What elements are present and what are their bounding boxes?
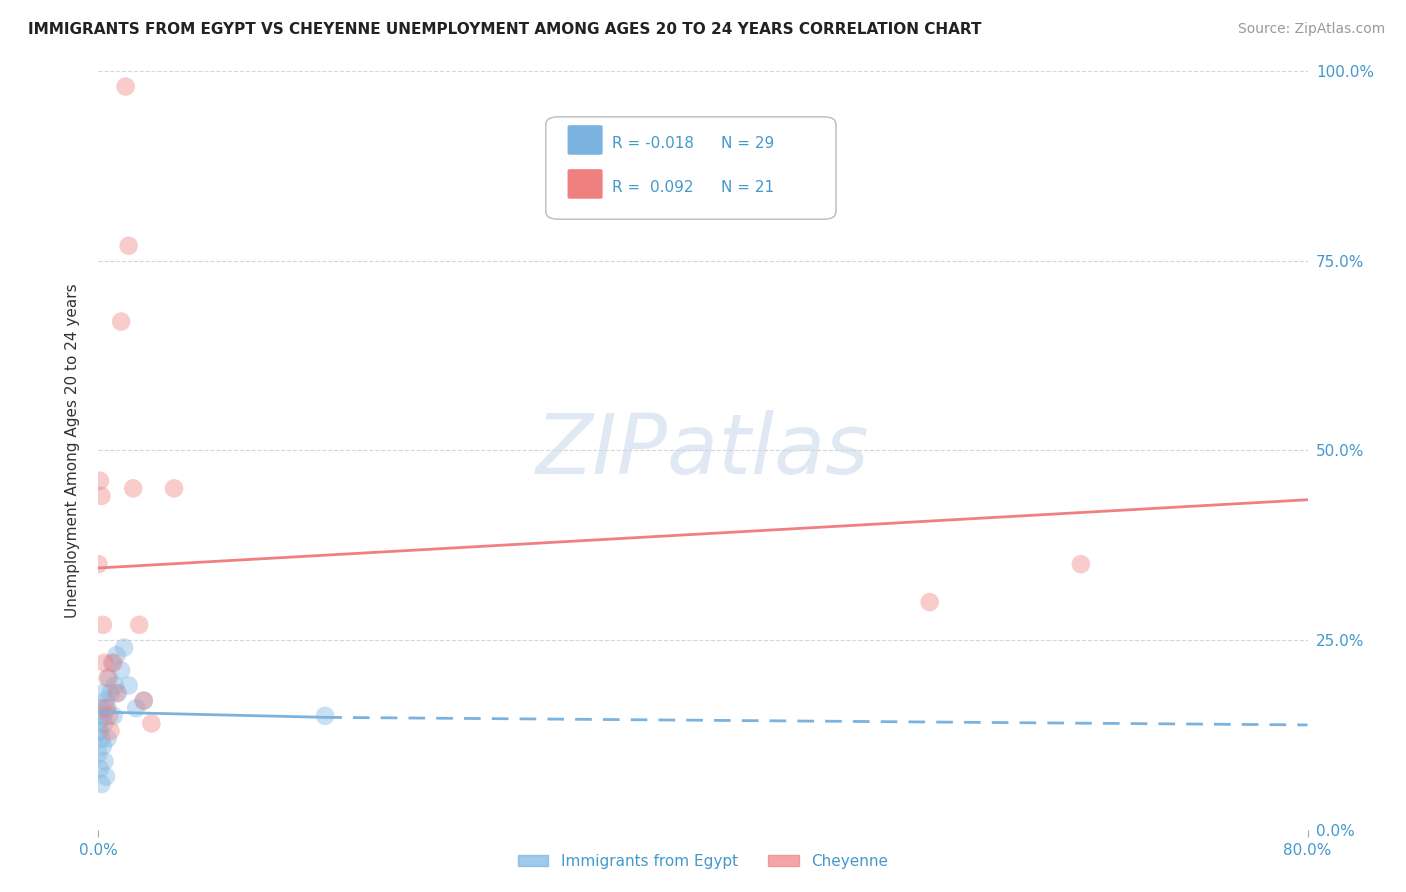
Point: [314, 708, 336, 723]
Point: [94, 769, 117, 784]
FancyBboxPatch shape: [568, 169, 603, 199]
Point: [103, 656, 125, 670]
Point: [89, 724, 111, 739]
Point: [122, 482, 145, 496]
Point: [90, 701, 112, 715]
Point: [107, 686, 129, 700]
Point: [91, 686, 114, 700]
Point: [118, 678, 141, 692]
Point: [118, 238, 141, 253]
Text: ZIPatlas: ZIPatlas: [536, 410, 870, 491]
Point: [90, 489, 112, 503]
Point: [103, 708, 125, 723]
FancyBboxPatch shape: [568, 125, 603, 155]
Point: [132, 694, 155, 708]
Point: [94, 701, 117, 715]
Point: [91, 739, 114, 753]
Point: [132, 694, 155, 708]
Text: IMMIGRANTS FROM EGYPT VS CHEYENNE UNEMPLOYMENT AMONG AGES 20 TO 24 YEARS CORRELA: IMMIGRANTS FROM EGYPT VS CHEYENNE UNEMPL…: [28, 22, 981, 37]
Point: [87, 716, 110, 731]
Point: [96, 701, 118, 715]
Point: [918, 595, 941, 609]
FancyBboxPatch shape: [546, 117, 837, 219]
Point: [89, 474, 111, 488]
Point: [104, 678, 127, 692]
Point: [101, 656, 124, 670]
Text: R =  0.092: R = 0.092: [613, 180, 693, 194]
Point: [91, 708, 114, 723]
Point: [114, 79, 136, 94]
Point: [91, 617, 114, 632]
Point: [105, 686, 128, 700]
Point: [100, 686, 122, 700]
Legend: Immigrants from Egypt, Cheyenne: Immigrants from Egypt, Cheyenne: [512, 847, 894, 875]
Text: Source: ZipAtlas.com: Source: ZipAtlas.com: [1237, 22, 1385, 37]
Point: [125, 701, 148, 715]
Point: [105, 648, 128, 662]
Point: [128, 617, 150, 632]
Point: [112, 640, 135, 655]
Text: R = -0.018: R = -0.018: [613, 136, 695, 151]
Point: [96, 731, 118, 746]
Point: [87, 747, 110, 761]
Point: [98, 671, 121, 685]
Point: [93, 656, 115, 670]
Text: N = 21: N = 21: [721, 180, 775, 194]
Point: [94, 694, 117, 708]
Point: [93, 716, 115, 731]
Point: [100, 724, 122, 739]
Point: [141, 716, 163, 731]
Point: [98, 708, 121, 723]
Point: [163, 482, 186, 496]
Y-axis label: Unemployment Among Ages 20 to 24 years: Unemployment Among Ages 20 to 24 years: [65, 283, 80, 618]
Point: [1070, 557, 1092, 572]
Point: [96, 671, 118, 685]
Point: [87, 557, 110, 572]
Point: [110, 664, 132, 678]
Text: N = 29: N = 29: [721, 136, 775, 151]
Point: [110, 314, 132, 328]
Point: [90, 731, 112, 746]
Point: [90, 777, 112, 791]
Point: [93, 755, 115, 769]
Point: [89, 762, 111, 776]
